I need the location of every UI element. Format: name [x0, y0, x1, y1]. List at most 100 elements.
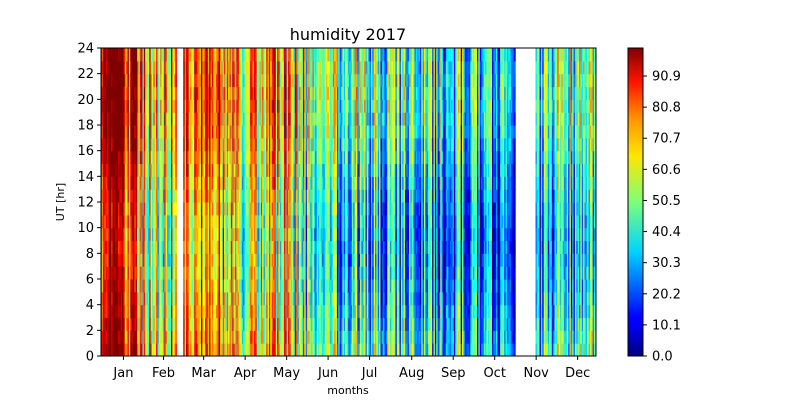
heatmap-cell	[185, 112, 188, 126]
heatmap-cell	[207, 176, 210, 190]
heatmap-cell	[275, 189, 278, 203]
heatmap-cell	[263, 86, 266, 100]
heatmap-cell	[319, 163, 322, 177]
heatmap-cell	[313, 189, 316, 203]
heatmap-cell	[138, 125, 141, 139]
heatmap-cell	[228, 176, 231, 190]
heatmap-cell	[162, 189, 165, 203]
heatmap-cell	[321, 304, 324, 319]
heatmap-cell	[300, 343, 303, 356]
heatmap-cell	[339, 163, 342, 177]
heatmap-cell	[282, 48, 285, 62]
heatmap-cell	[360, 343, 363, 356]
heatmap-cell	[166, 189, 169, 203]
heatmap-cell	[326, 253, 329, 267]
heatmap-cell	[161, 48, 164, 62]
heatmap-cell	[153, 227, 156, 242]
heatmap-cell	[128, 279, 131, 293]
heatmap-cell	[158, 214, 161, 229]
heatmap-cell	[185, 304, 188, 319]
heatmap-cell	[353, 279, 356, 293]
heatmap-cell	[338, 189, 341, 203]
heatmap-cell	[240, 112, 243, 126]
heatmap-cell	[239, 112, 241, 126]
heatmap-cell	[196, 86, 199, 100]
heatmap-cell	[335, 73, 338, 88]
heatmap-cell	[369, 317, 372, 331]
heatmap-cell	[198, 125, 201, 139]
heatmap-cell	[324, 279, 327, 293]
heatmap-cell	[166, 60, 169, 75]
heatmap-cell	[188, 150, 191, 165]
heatmap-cell	[128, 60, 131, 75]
heatmap-cell	[370, 343, 373, 356]
heatmap-cell	[381, 86, 384, 100]
heatmap-cell	[243, 330, 246, 344]
heatmap-cell	[387, 176, 390, 190]
heatmap-cell	[191, 163, 194, 177]
heatmap-cell	[210, 253, 213, 267]
heatmap-cell	[317, 253, 320, 267]
heatmap-cell	[215, 253, 218, 267]
heatmap-cell	[376, 317, 379, 331]
heatmap-cell	[324, 137, 327, 152]
heatmap-cell	[210, 150, 213, 165]
heatmap-cell	[323, 86, 326, 100]
heatmap-cell	[364, 163, 367, 177]
heatmap-cell	[119, 343, 122, 356]
heatmap-cell	[336, 125, 339, 139]
heatmap-cell	[137, 176, 139, 190]
heatmap-cell	[221, 227, 224, 242]
heatmap-cell	[147, 189, 150, 203]
heatmap-cell	[353, 99, 356, 113]
heatmap-cell	[195, 86, 198, 100]
heatmap-cell	[268, 125, 271, 139]
heatmap-cell	[128, 330, 131, 344]
heatmap-cell	[326, 279, 329, 293]
heatmap-cell	[244, 279, 247, 293]
heatmap-cell	[116, 291, 119, 306]
heatmap-cell	[369, 202, 372, 216]
heatmap-cell	[370, 240, 373, 254]
heatmap-cell	[308, 330, 311, 344]
heatmap-cell	[281, 317, 284, 331]
heatmap-cell	[302, 163, 305, 177]
heatmap-cell	[199, 176, 202, 190]
heatmap-cell	[153, 202, 156, 216]
heatmap-cell	[161, 163, 164, 177]
heatmap-cell	[262, 279, 265, 293]
heatmap-cell	[316, 150, 319, 165]
heatmap-cell	[321, 202, 324, 216]
heatmap-cell	[243, 125, 246, 139]
heatmap-cell	[149, 202, 152, 216]
heatmap-cell	[239, 150, 241, 165]
heatmap-cell	[256, 317, 259, 331]
heatmap-cell	[362, 330, 365, 344]
heatmap-cell	[101, 202, 103, 216]
heatmap-cell	[330, 343, 333, 356]
heatmap-cell	[330, 291, 333, 306]
heatmap-cell	[358, 279, 361, 293]
heatmap-cell	[321, 227, 324, 242]
heatmap-cell	[369, 125, 372, 139]
heatmap-cell	[256, 304, 259, 319]
heatmap-cell	[353, 163, 356, 177]
heatmap-cell	[141, 86, 144, 100]
heatmap-cell	[202, 279, 205, 293]
heatmap-cell	[203, 304, 206, 319]
heatmap-cell	[123, 60, 126, 75]
heatmap-cell	[252, 253, 255, 267]
heatmap-cell	[171, 99, 173, 113]
heatmap-cell	[200, 176, 203, 190]
heatmap-cell	[279, 317, 282, 331]
heatmap-cell	[278, 86, 281, 100]
heatmap-cell	[139, 189, 142, 203]
heatmap-cell	[233, 112, 236, 126]
heatmap-cell	[388, 202, 391, 216]
heatmap-cell	[293, 137, 296, 152]
heatmap-cell	[240, 48, 243, 62]
heatmap-cell	[279, 150, 282, 165]
heatmap-cell	[166, 266, 169, 280]
heatmap-cell	[267, 214, 270, 229]
heatmap-cell	[270, 202, 273, 216]
